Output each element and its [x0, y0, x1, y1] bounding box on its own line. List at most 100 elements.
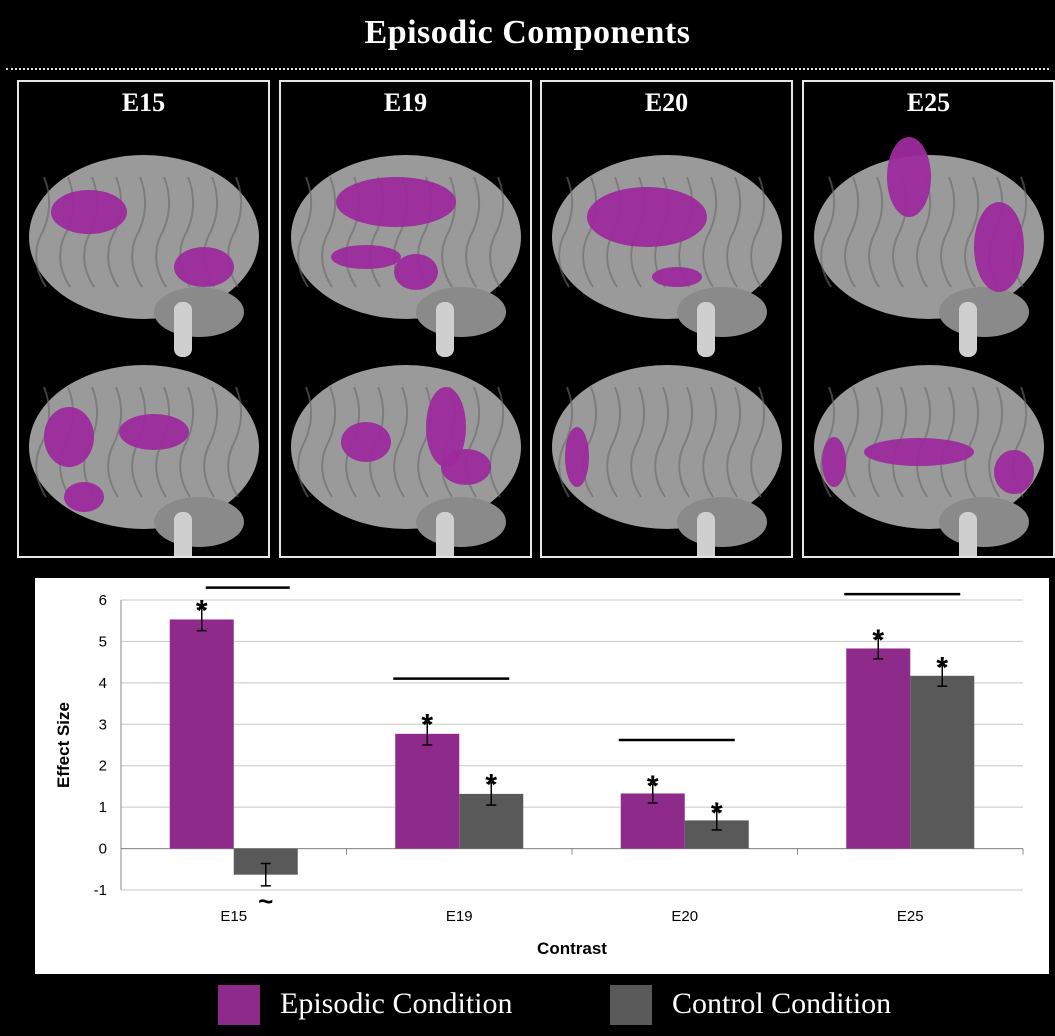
significance-marker: *: [711, 797, 723, 830]
cerebellum-shape: [154, 497, 244, 547]
significance-marker: *: [485, 769, 497, 802]
brainstem-shape: [959, 512, 977, 556]
sulcus-line: [702, 386, 718, 498]
activation-region: [565, 427, 589, 487]
bar-e15-episodic: [169, 619, 234, 849]
sulcus-line: [489, 386, 505, 498]
activation-region: [822, 437, 846, 487]
sulcus-line: [678, 386, 694, 498]
y-tick-label: 6: [99, 592, 107, 609]
sulcus-line: [750, 176, 766, 288]
bar-e19-episodic: [395, 733, 460, 849]
cerebellum-shape: [939, 287, 1029, 337]
brain-panel-e15: E15: [17, 80, 270, 558]
brain-rendering: [291, 365, 521, 556]
sulcus-line: [654, 386, 670, 498]
brainstem-shape: [174, 512, 192, 556]
brain-renderings-e25: [814, 137, 1044, 556]
activation-region: [331, 245, 401, 269]
sulcus-line: [630, 386, 646, 498]
significance-marker: *: [421, 709, 433, 742]
activation-region: [587, 187, 707, 247]
sulcus-line: [297, 176, 313, 288]
sulcus-line: [107, 176, 123, 288]
sulcus-line: [35, 176, 51, 288]
brain-panel-e25: E25: [802, 80, 1055, 558]
significance-marker: *: [936, 651, 948, 684]
activation-region: [652, 267, 702, 287]
brainstem-shape: [959, 302, 977, 357]
significance-marker: ~: [258, 886, 273, 916]
sulcus-line: [227, 386, 243, 498]
y-tick-label: 4: [99, 675, 107, 692]
cerebellum-shape: [154, 287, 244, 337]
brain-rendering: [552, 155, 782, 357]
panel-label-e19: E19: [383, 88, 428, 117]
sulcus-line: [844, 176, 860, 288]
cerebellum-shape: [416, 497, 506, 547]
brainstem-shape: [697, 302, 715, 357]
x-tick-label: E15: [220, 908, 247, 925]
activation-region: [51, 190, 127, 234]
figure-title: Episodic Components: [364, 14, 691, 51]
y-tick-label: 5: [99, 633, 107, 650]
sulcus-line: [940, 176, 956, 288]
significance-marker: *: [196, 594, 208, 627]
legend-swatch-control: [610, 985, 652, 1025]
y-tick-label: 3: [99, 716, 107, 733]
brainstem-shape: [436, 302, 454, 357]
panel-label-e25: E25: [906, 88, 951, 117]
y-tick-label: 2: [99, 758, 107, 775]
cerebellum-shape: [677, 287, 767, 337]
sulcus-line: [441, 176, 457, 288]
sulcus-line: [582, 176, 598, 288]
cortex-shape: [552, 365, 782, 529]
sulcus-line: [35, 386, 51, 498]
sulcus-line: [155, 176, 171, 288]
y-tick-label: 0: [99, 841, 107, 858]
activation-region: [341, 422, 391, 462]
activation-region: [119, 414, 189, 450]
cerebellum-shape: [677, 497, 767, 547]
title-divider: [6, 68, 1049, 70]
sulcus-line: [297, 386, 313, 498]
y-axis-title: Effect Size: [54, 702, 73, 788]
sulcus-line: [726, 386, 742, 498]
bar-e25-episodic: [846, 648, 911, 849]
cerebellum-shape: [939, 497, 1029, 547]
brain-panel-e20: E20: [540, 80, 793, 558]
cortex-shape: [291, 365, 521, 529]
sulcus-line: [465, 176, 481, 288]
sulcus-line: [393, 386, 409, 498]
brain-renderings-e19: [291, 155, 521, 556]
brain-rendering: [814, 365, 1044, 556]
sulcus-line: [179, 386, 195, 498]
panel-label-e15: E15: [121, 88, 166, 117]
activation-region: [336, 177, 456, 227]
activation-region: [174, 247, 234, 287]
sulcus-line: [868, 176, 884, 288]
sulcus-line: [726, 176, 742, 288]
sulcus-line: [489, 176, 505, 288]
sulcus-line: [558, 386, 574, 498]
brain-renderings-e15: [29, 155, 259, 556]
sulcus-line: [844, 386, 860, 498]
chart-area: -1 0 1 2 3 4 5 6 Effect Size Contrast E15 * ~ E19 * * E2…: [35, 578, 1049, 974]
brainstem-shape: [436, 512, 454, 556]
y-tick-label: -1: [94, 882, 107, 899]
sulcus-line: [750, 386, 766, 498]
activation-region: [394, 254, 438, 290]
x-tick-label: E19: [446, 908, 473, 925]
activation-region: [887, 137, 931, 217]
sulcus-line: [606, 386, 622, 498]
y-tick-label: 1: [99, 799, 107, 816]
brainstem-shape: [174, 302, 192, 357]
brain-rendering: [814, 137, 1044, 357]
legend-label-episodic: Episodic Condition: [280, 987, 513, 1020]
sulcus-line: [988, 386, 1004, 498]
x-axis-title: Contrast: [537, 939, 607, 958]
activation-region: [426, 387, 466, 467]
cerebellum-shape: [416, 287, 506, 337]
activation-region: [64, 482, 104, 512]
brain-renderings-e20: [552, 155, 782, 556]
